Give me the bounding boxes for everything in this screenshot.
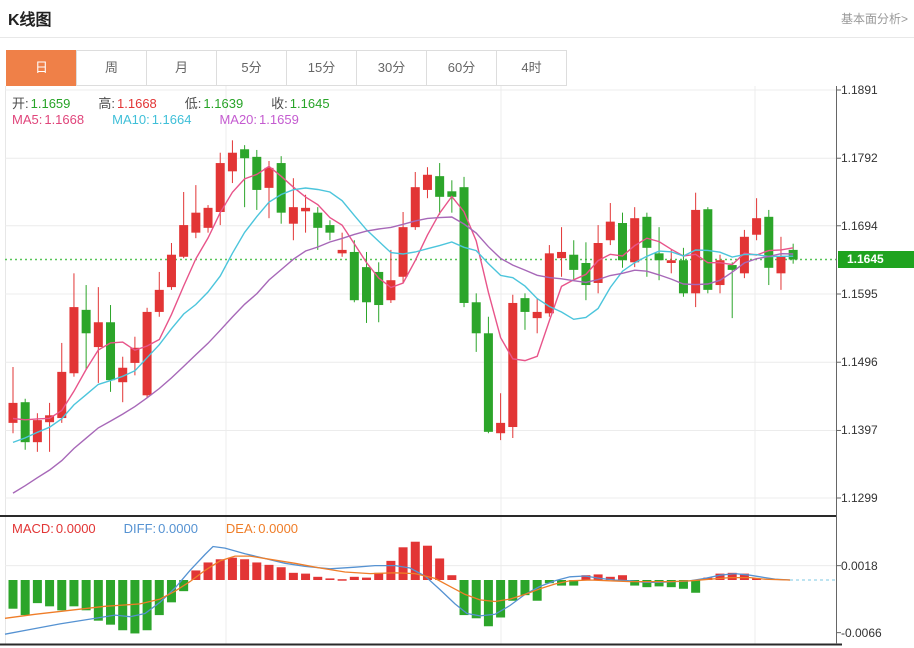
fundamental-analysis-link[interactable]: 基本面分析>: [840, 12, 908, 26]
legend-item: 高: 1.1668: [98, 96, 157, 111]
price-tick-label: 1.1299: [841, 491, 878, 505]
tab-15分[interactable]: 15分: [286, 50, 357, 86]
price-tick-label: 1.1792: [841, 151, 878, 165]
tab-60分[interactable]: 60分: [426, 50, 497, 86]
tab-周[interactable]: 周: [76, 50, 147, 86]
price-tick-label: 1.1694: [841, 219, 878, 233]
legend-item: 低: 1.1639: [184, 96, 244, 111]
price-tick-label: 1.1397: [841, 423, 878, 437]
legend-item: DEA: 0.0000: [225, 521, 299, 536]
macd-tick-label: -0.0066: [841, 626, 882, 640]
legend-item: 开: 1.1659: [12, 96, 71, 111]
tab-4时[interactable]: 4时: [496, 50, 567, 86]
macd-tick-label: 0.0018: [841, 559, 878, 573]
legend-item: MA5: 1.1668: [12, 112, 85, 127]
legend-item: MACD: 0.0000: [12, 521, 96, 536]
legend-item: MA10: 1.1664: [112, 112, 192, 127]
tab-日[interactable]: 日: [6, 50, 77, 86]
ma-legend: MA5: 1.1668 MA10: 1.1664 MA20: 1.1659: [12, 112, 327, 127]
tab-月[interactable]: 月: [146, 50, 217, 86]
title-divider: [0, 37, 914, 38]
macd-legend: MACD: 0.0000 DIFF: 0.0000 DEA: 0.0000: [12, 521, 326, 536]
price-tick-label: 1.1496: [841, 355, 878, 369]
current-price-tag: 1.1645: [838, 251, 914, 268]
tab-5分[interactable]: 5分: [216, 50, 287, 86]
price-tick-label: 1.1891: [841, 83, 878, 97]
legend-item: DIFF: 0.0000: [123, 521, 198, 536]
page-title: K线图: [8, 12, 52, 29]
legend-item: MA20: 1.1659: [219, 112, 299, 127]
period-tabs: 日周月 5分 15分 30分 60分 4时: [6, 50, 567, 86]
price-tick-label: 1.1595: [841, 287, 878, 301]
tab-30分[interactable]: 30分: [356, 50, 427, 86]
ohlc-legend: 开: 1.1659 高: 1.1668 低: 1.1639 收: 1.1645: [12, 93, 358, 112]
legend-item: 收: 1.1645: [271, 96, 330, 111]
